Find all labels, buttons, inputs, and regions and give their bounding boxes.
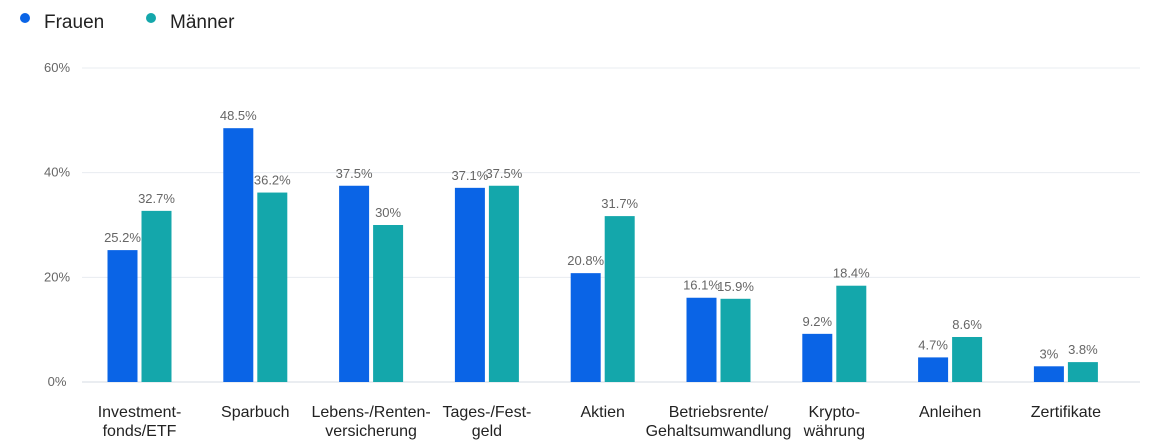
data-label: 15.9% <box>717 279 754 294</box>
bar-frauen <box>223 128 254 382</box>
legend-marker-maenner <box>146 13 156 23</box>
data-label: 37.5% <box>336 166 373 181</box>
x-category-label: währung <box>803 423 865 440</box>
y-tick-label: 60% <box>44 60 70 75</box>
bar-frauen <box>570 273 601 382</box>
data-label: 18.4% <box>833 266 870 281</box>
x-category-label: Investment- <box>98 404 182 421</box>
legend-item-maenner[interactable]: Männer <box>146 10 234 36</box>
data-label: 32.7% <box>138 191 175 206</box>
legend-label-maenner: Männer <box>170 12 235 33</box>
y-tick-label: 0% <box>48 374 67 389</box>
bar-maenner <box>257 192 288 382</box>
bar-maenner <box>141 210 172 382</box>
x-category-label: Tages-/Fest- <box>442 404 531 421</box>
legend-label-frauen: Frauen <box>44 12 105 33</box>
x-category-label: Zertifikate <box>1031 404 1101 421</box>
x-category-label: Krypto- <box>809 404 861 421</box>
data-label: 30% <box>375 205 401 220</box>
x-category-label: Lebens-/Renten- <box>312 404 431 421</box>
bar-frauen <box>802 333 833 382</box>
data-label: 31.7% <box>601 196 638 211</box>
legend-marker-frauen <box>20 13 30 23</box>
data-label: 25.2% <box>104 230 141 245</box>
x-category-label: Gehaltsumwandlung <box>646 423 792 440</box>
data-label: 8.6% <box>952 317 982 332</box>
data-label: 3.8% <box>1068 342 1098 357</box>
data-label: 37.5% <box>485 166 522 181</box>
bar-maenner <box>720 298 751 382</box>
x-category-label: Aktien <box>580 404 624 421</box>
bar-maenner <box>952 336 983 382</box>
data-label: 48.5% <box>220 108 257 123</box>
bar-frauen <box>339 185 370 382</box>
bar-maenner <box>373 225 404 382</box>
data-label: 9.2% <box>802 314 832 329</box>
data-label: 20.8% <box>567 253 604 268</box>
x-category-label: Betriebsrente/ <box>669 404 769 421</box>
legend-item-frauen[interactable]: Frauen <box>20 10 104 36</box>
data-label: 37.1% <box>451 168 488 183</box>
bar-frauen <box>918 357 949 382</box>
bar-frauen <box>1033 366 1064 382</box>
bar-frauen <box>686 297 717 382</box>
x-category-label: Sparbuch <box>221 404 290 421</box>
bar-maenner <box>488 185 519 382</box>
legend: Frauen Männer <box>0 0 260 46</box>
data-label: 36.2% <box>254 173 291 188</box>
x-category-label: Anleihen <box>919 404 981 421</box>
x-category-label: fonds/ETF <box>103 423 177 440</box>
bar-frauen <box>107 250 138 382</box>
data-label: 3% <box>1040 346 1059 361</box>
y-tick-label: 40% <box>44 165 70 180</box>
data-label: 4.7% <box>918 337 948 352</box>
x-category-label: geld <box>472 423 502 440</box>
bar-maenner <box>836 285 867 382</box>
bar-frauen <box>454 187 485 382</box>
data-label: 16.1% <box>683 278 720 293</box>
x-category-label: versicherung <box>325 423 417 440</box>
y-tick-label: 20% <box>44 269 70 284</box>
bar-maenner <box>1067 362 1098 382</box>
bar-maenner <box>604 216 635 382</box>
